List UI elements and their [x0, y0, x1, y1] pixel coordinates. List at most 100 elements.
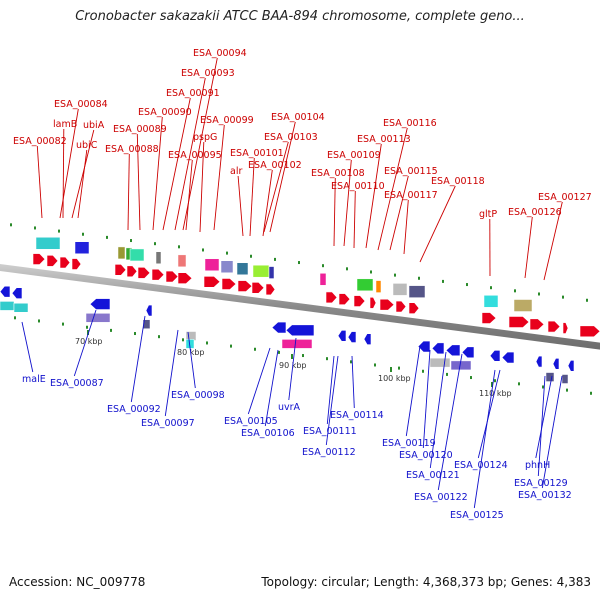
gene-feature-block[interactable]	[513, 299, 533, 312]
gene-feature-block[interactable]	[268, 266, 275, 279]
gene-feature-block[interactable]	[236, 262, 249, 276]
forward-gene-label[interactable]: ubiC	[76, 140, 98, 151]
reverse-gene-arrow[interactable]	[347, 331, 357, 343]
reverse-gene-arrow[interactable]	[363, 333, 372, 345]
forward-gene-label[interactable]: ESA_00118	[431, 176, 485, 187]
forward-gene-label[interactable]: ESA_00094	[193, 48, 247, 59]
forward-gene-arrow[interactable]	[369, 297, 377, 309]
reverse-gene-label[interactable]: ESA_00125	[450, 510, 504, 521]
forward-gene-arrow[interactable]	[46, 255, 59, 267]
forward-gene-label[interactable]: ESA_00117	[384, 190, 438, 201]
forward-gene-label[interactable]: ESA_00116	[383, 118, 437, 129]
forward-gene-label[interactable]: ESA_00090	[138, 107, 192, 118]
forward-gene-arrow[interactable]	[114, 263, 127, 276]
gene-feature-block[interactable]	[74, 241, 90, 254]
gene-feature-block[interactable]	[281, 339, 313, 349]
gene-feature-block[interactable]	[142, 319, 151, 329]
reverse-gene-label[interactable]: ESA_00121	[406, 470, 460, 481]
forward-gene-arrow[interactable]	[325, 291, 338, 304]
forward-gene-arrow[interactable]	[137, 267, 151, 279]
reverse-gene-arrow[interactable]	[337, 330, 347, 342]
forward-gene-label[interactable]: lamB	[53, 119, 77, 130]
reverse-gene-label[interactable]: ESA_00129	[514, 478, 568, 489]
gene-feature-block[interactable]	[204, 258, 220, 272]
reverse-gene-label[interactable]: ESA_00098	[171, 390, 225, 401]
forward-gene-arrow[interactable]	[547, 320, 561, 333]
gene-feature-block[interactable]	[129, 248, 145, 262]
forward-gene-arrow[interactable]	[126, 265, 138, 278]
forward-gene-label[interactable]: ESA_00099	[200, 115, 254, 126]
reverse-gene-arrow[interactable]	[461, 346, 475, 359]
reverse-gene-label[interactable]: phnH	[525, 460, 550, 471]
reverse-gene-label[interactable]: malE	[22, 374, 46, 385]
reverse-gene-label[interactable]: ESA_00120	[399, 450, 453, 461]
reverse-gene-label[interactable]: ESA_00112	[302, 447, 356, 458]
gene-feature-block[interactable]	[13, 303, 29, 313]
forward-gene-label[interactable]: alr	[230, 166, 242, 177]
reverse-gene-label[interactable]: ESA_00124	[454, 460, 508, 471]
gene-feature-block[interactable]	[220, 260, 234, 273]
reverse-gene-label[interactable]: ESA_00132	[518, 490, 572, 501]
reverse-gene-arrow[interactable]	[0, 285, 11, 298]
reverse-gene-arrow[interactable]	[285, 324, 315, 337]
forward-gene-arrow[interactable]	[338, 293, 351, 305]
forward-gene-arrow[interactable]	[151, 268, 165, 281]
gene-feature-block[interactable]	[392, 283, 408, 296]
forward-gene-label[interactable]: ESA_00091	[166, 88, 220, 99]
forward-gene-label[interactable]: ESA_00115	[384, 166, 438, 177]
reverse-gene-label[interactable]: ESA_00114	[330, 410, 384, 421]
forward-gene-label[interactable]: ESA_00093	[181, 68, 235, 79]
reverse-gene-label[interactable]: ESA_00087	[50, 378, 104, 389]
gene-feature-block[interactable]	[117, 246, 126, 260]
forward-gene-arrow[interactable]	[251, 281, 265, 294]
forward-gene-label[interactable]: gltP	[479, 209, 497, 220]
forward-gene-label[interactable]: ESA_00095	[168, 150, 222, 161]
reverse-gene-arrow[interactable]	[489, 350, 501, 362]
gene-feature-block[interactable]	[155, 251, 162, 265]
forward-gene-label[interactable]: ESA_00102	[248, 160, 302, 171]
forward-gene-label[interactable]: ESA_00089	[113, 124, 167, 135]
forward-gene-label[interactable]: ubiA	[83, 120, 105, 131]
forward-gene-arrow[interactable]	[265, 283, 276, 296]
reverse-gene-label[interactable]: ESA_00106	[241, 428, 295, 439]
reverse-gene-label[interactable]: ESA_00119	[382, 438, 436, 449]
forward-gene-label[interactable]: ESA_00108	[311, 168, 365, 179]
gene-feature-block[interactable]	[561, 374, 569, 384]
forward-gene-arrow[interactable]	[177, 272, 193, 285]
forward-gene-arrow[interactable]	[508, 316, 530, 328]
reverse-gene-arrow[interactable]	[567, 360, 575, 372]
reverse-gene-arrow[interactable]	[145, 304, 153, 317]
gene-feature-block[interactable]	[177, 254, 187, 268]
forward-gene-arrow[interactable]	[71, 258, 82, 270]
forward-gene-arrow[interactable]	[59, 256, 71, 269]
reverse-gene-label[interactable]: ESA_00097	[141, 418, 195, 429]
forward-gene-label[interactable]: ESA_00110	[331, 181, 385, 192]
gene-feature-block[interactable]	[356, 278, 374, 292]
reverse-gene-label[interactable]: ESA_00111	[303, 426, 357, 437]
forward-gene-label[interactable]: ESA_00103	[264, 132, 318, 143]
forward-gene-arrow[interactable]	[165, 270, 179, 283]
forward-gene-arrow[interactable]	[481, 312, 497, 324]
gene-feature-block[interactable]	[375, 280, 382, 293]
reverse-gene-arrow[interactable]	[271, 321, 287, 334]
forward-gene-arrow[interactable]	[529, 318, 545, 331]
reverse-gene-arrow[interactable]	[445, 344, 461, 357]
reverse-gene-arrow[interactable]	[431, 342, 445, 355]
forward-gene-label[interactable]: ESA_00113	[357, 134, 411, 145]
forward-gene-arrow[interactable]	[562, 322, 569, 334]
forward-gene-label[interactable]: ESA_00082	[13, 136, 67, 147]
reverse-gene-arrow[interactable]	[89, 298, 111, 310]
gene-feature-block[interactable]	[85, 313, 111, 323]
reverse-gene-label[interactable]: ESA_00092	[107, 404, 161, 415]
gene-feature-block[interactable]	[408, 285, 426, 298]
gene-feature-block[interactable]	[429, 357, 451, 368]
reverse-gene-label[interactable]: uvrA	[278, 402, 301, 413]
forward-gene-arrow[interactable]	[203, 275, 221, 288]
forward-gene-label[interactable]: pspG	[193, 132, 217, 143]
gene-feature-block[interactable]	[252, 264, 270, 278]
gene-feature-block[interactable]	[319, 273, 327, 286]
forward-gene-label[interactable]: ESA_00088	[105, 144, 159, 155]
forward-gene-arrow[interactable]	[408, 302, 420, 315]
reverse-gene-arrow[interactable]	[552, 358, 560, 370]
